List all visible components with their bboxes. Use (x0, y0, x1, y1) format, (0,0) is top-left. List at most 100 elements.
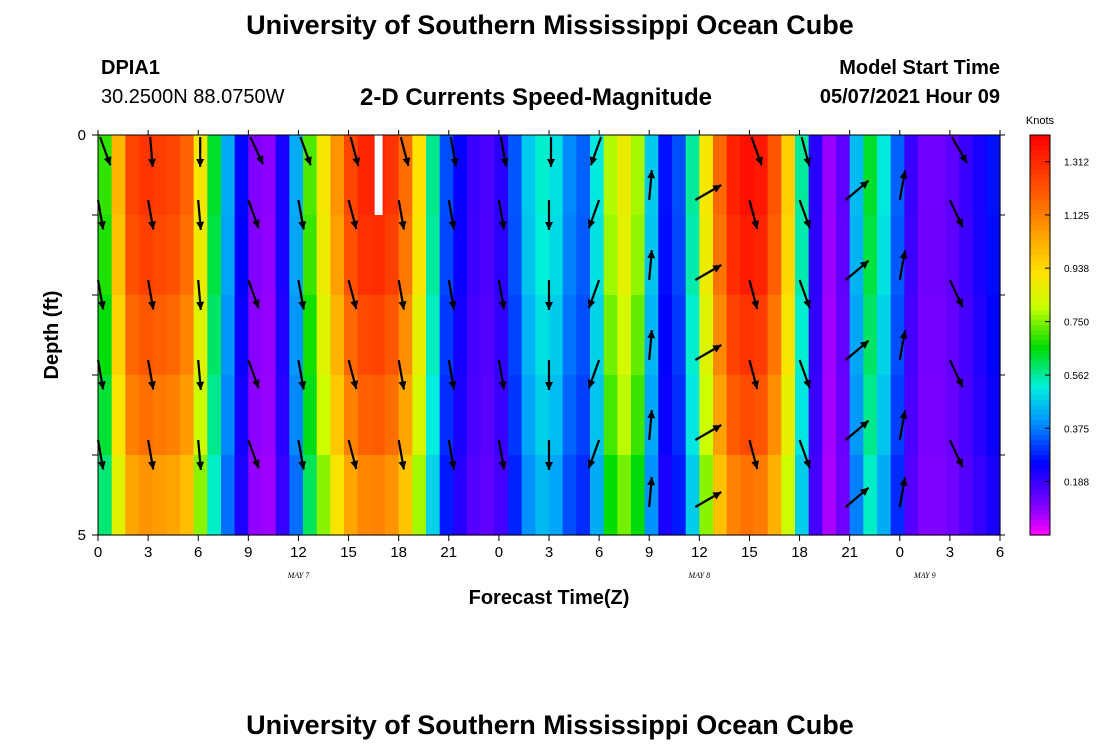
heatmap-cell (111, 215, 126, 296)
current-arrow (497, 279, 507, 310)
heatmap-cell (344, 295, 359, 376)
colorbar-segment (1030, 450, 1050, 456)
colorbar-segment (1030, 455, 1050, 461)
current-arrow (647, 250, 656, 281)
x-tick-label: 0 (94, 544, 102, 561)
heatmap-cell (221, 375, 236, 456)
heatmap-cell (439, 135, 454, 216)
heatmap-cell (672, 375, 687, 456)
heatmap-cell (863, 375, 878, 456)
x-axis-title: Forecast Time(Z) (469, 587, 630, 609)
heatmap-cell (754, 215, 769, 296)
current-arrow (647, 170, 656, 201)
heatmap-cell (494, 375, 509, 456)
colorbar-segment (1030, 495, 1050, 501)
current-arrow (748, 359, 759, 390)
colorbar-segment (1030, 205, 1050, 211)
heatmap-cell (166, 375, 181, 456)
heatmap-cell (289, 135, 304, 216)
current-arrow (297, 279, 307, 310)
heatmap-cell (467, 135, 482, 216)
chart-title: 2-D Currents Speed-Magnitude (360, 84, 713, 111)
heatmap-cell (685, 135, 700, 216)
heatmap-cell (590, 215, 605, 296)
colorbar-segment (1030, 480, 1050, 486)
heatmap-cell (412, 375, 427, 456)
current-arrow (898, 330, 908, 361)
heatmap-cell (357, 215, 372, 296)
current-arrow (798, 279, 811, 309)
heatmap-cell (371, 295, 386, 376)
heatmap-cell (193, 375, 208, 456)
heatmap-cell (877, 135, 892, 216)
heatmap-cell (767, 215, 782, 296)
heatmap-cell (535, 215, 550, 296)
current-arrow (249, 136, 264, 165)
colorbar-tick-label: 0.375 (1064, 424, 1089, 435)
heatmap-cell (549, 135, 564, 216)
colorbar-segment (1030, 530, 1050, 536)
heatmap-cell (576, 375, 591, 456)
heatmap-cell (945, 135, 960, 216)
current-arrow (96, 279, 106, 310)
heatmap-cell (426, 215, 441, 296)
current-arrow (196, 199, 205, 230)
colorbar-segment (1030, 220, 1050, 226)
colorbar-unit: Knots (1026, 115, 1055, 127)
colorbar-segment (1030, 405, 1050, 411)
heatmap-cell (740, 135, 755, 216)
heatmap-cell (139, 135, 154, 216)
heatmap-cell (836, 135, 851, 216)
current-arrow (800, 136, 812, 167)
colorbar-segment (1030, 445, 1050, 451)
heatmap-cell (439, 295, 454, 376)
heatmap-cell (672, 135, 687, 216)
heatmap-cell (480, 375, 495, 456)
heatmap-cell (289, 295, 304, 376)
current-arrow (545, 200, 553, 230)
heatmap-cell (152, 295, 167, 376)
heatmap-cell (699, 215, 714, 296)
heatmap-cell (508, 135, 523, 216)
heatmap-cell (221, 295, 236, 376)
colorbar-segment (1030, 415, 1050, 421)
colorbar-segment (1030, 365, 1050, 371)
missing-data-cell (374, 135, 383, 215)
date-label: MAY 9 (913, 571, 936, 580)
current-arrow (798, 199, 811, 229)
heatmap-cell (494, 455, 509, 536)
heatmap-cell (385, 295, 400, 376)
heatmap-cell (631, 135, 646, 216)
y-tick-label: 5 (78, 527, 86, 544)
heatmap-cell (398, 215, 413, 296)
heatmap-cell (986, 375, 1001, 456)
heatmap-cell (125, 295, 140, 376)
heatmap-cell (658, 455, 673, 536)
heatmap-cell (904, 215, 919, 296)
colorbar-segment (1030, 265, 1050, 271)
current-arrow (247, 199, 260, 229)
x-tick-label: 0 (495, 544, 503, 561)
heatmap-cell (521, 295, 536, 376)
current-arrow (798, 439, 811, 469)
x-tick-label: 9 (645, 544, 653, 561)
heatmap-cell (139, 215, 154, 296)
current-arrow (844, 179, 870, 201)
y-axis-title: Depth (ft) (41, 291, 63, 380)
colorbar-segment (1030, 370, 1050, 376)
current-arrow (694, 344, 722, 361)
colorbar-tick-label: 0.562 (1064, 371, 1089, 382)
colorbar-segment (1030, 515, 1050, 521)
heatmap-cell (330, 375, 345, 456)
heatmap-cell (617, 295, 632, 376)
colorbar-segment (1030, 460, 1050, 466)
colorbar-frame (1029, 134, 1051, 536)
current-arrow (748, 199, 759, 230)
heatmap-cell (125, 455, 140, 536)
heatmap-cell (972, 375, 987, 456)
current-arrow (948, 359, 964, 388)
x-tick-label: 15 (340, 544, 357, 561)
heatmap-cell (767, 295, 782, 376)
heatmap-cell (303, 295, 318, 376)
current-arrow (694, 491, 722, 508)
